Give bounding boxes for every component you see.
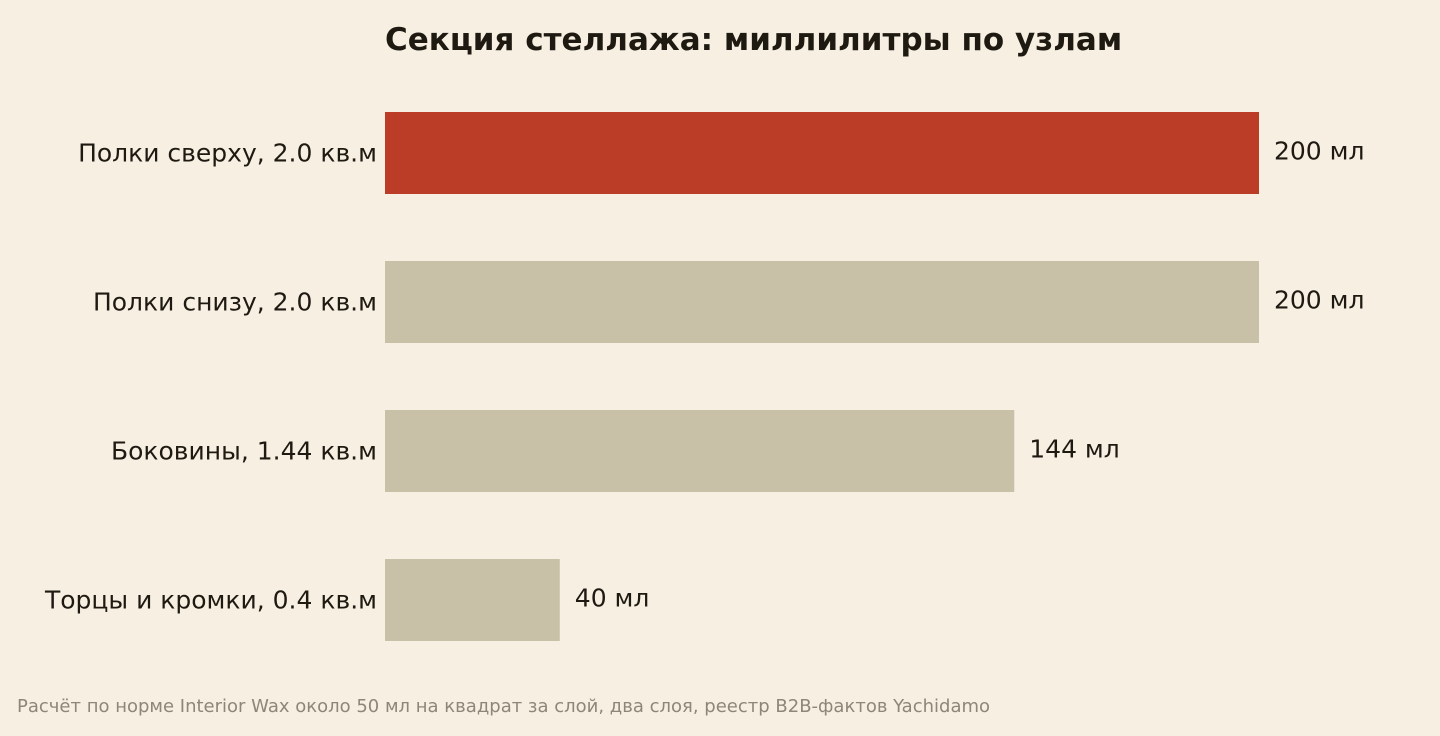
bar-1 <box>385 112 1259 194</box>
bar-3 <box>385 410 1015 492</box>
value-label-3: 144 мл <box>1029 435 1120 464</box>
bar-2 <box>385 261 1259 343</box>
value-label-1: 200 мл <box>1274 137 1365 166</box>
value-label-4: 40 мл <box>575 584 650 613</box>
bar-4 <box>385 559 560 641</box>
bars-group: Полки сверху, 2.0 кв.м 200 мл Полки снизу,… <box>44 112 1365 641</box>
category-label-4: Торцы и кромки, 0.4 кв.м <box>44 586 377 615</box>
source-footnote: Расчёт по норме Interior Wax около 50 мл… <box>17 696 991 717</box>
chart-title: Секция стеллажа: миллилитры по узлам <box>385 22 1122 58</box>
category-label-1: Полки сверху, 2.0 кв.м <box>78 139 377 168</box>
category-label-2: Полки снизу, 2.0 кв.м <box>93 288 377 317</box>
value-label-2: 200 мл <box>1274 286 1365 315</box>
category-label-3: Боковины, 1.44 кв.м <box>111 437 377 466</box>
